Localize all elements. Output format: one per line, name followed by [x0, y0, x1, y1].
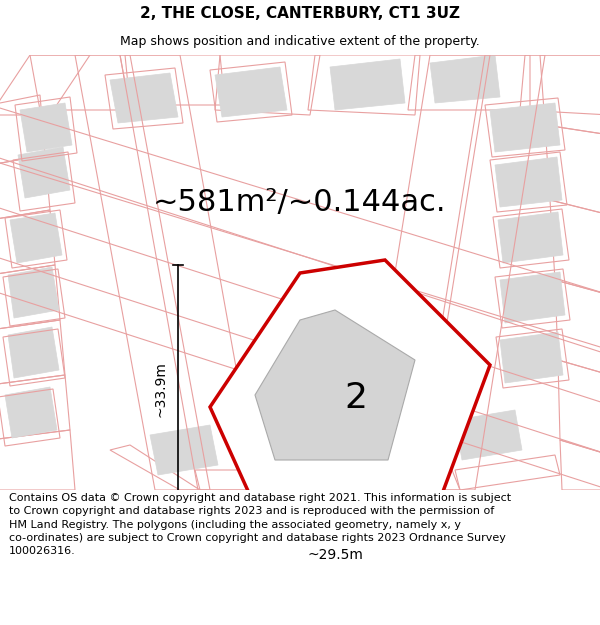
Text: ~581m²/~0.144ac.: ~581m²/~0.144ac.: [153, 189, 447, 218]
Polygon shape: [255, 435, 328, 485]
Polygon shape: [365, 425, 438, 475]
Polygon shape: [20, 103, 72, 152]
Polygon shape: [150, 425, 218, 475]
Polygon shape: [330, 59, 405, 110]
Polygon shape: [500, 332, 563, 383]
Polygon shape: [255, 310, 415, 460]
Text: 2: 2: [345, 381, 368, 416]
Polygon shape: [8, 327, 59, 378]
Polygon shape: [210, 260, 490, 513]
Polygon shape: [18, 147, 70, 198]
Polygon shape: [495, 157, 562, 207]
Polygon shape: [110, 73, 178, 123]
Text: Contains OS data © Crown copyright and database right 2021. This information is : Contains OS data © Crown copyright and d…: [9, 493, 511, 556]
Polygon shape: [10, 213, 62, 263]
Polygon shape: [215, 67, 287, 117]
Polygon shape: [500, 272, 565, 323]
Polygon shape: [430, 55, 500, 103]
Text: Map shows position and indicative extent of the property.: Map shows position and indicative extent…: [120, 35, 480, 48]
Polygon shape: [455, 410, 522, 460]
Text: ~29.5m: ~29.5m: [307, 548, 363, 562]
Text: ~33.9m: ~33.9m: [153, 361, 167, 417]
Polygon shape: [498, 212, 563, 263]
Polygon shape: [8, 267, 59, 318]
Text: 2, THE CLOSE, CANTERBURY, CT1 3UZ: 2, THE CLOSE, CANTERBURY, CT1 3UZ: [140, 6, 460, 21]
Polygon shape: [490, 103, 560, 152]
Polygon shape: [5, 387, 57, 438]
